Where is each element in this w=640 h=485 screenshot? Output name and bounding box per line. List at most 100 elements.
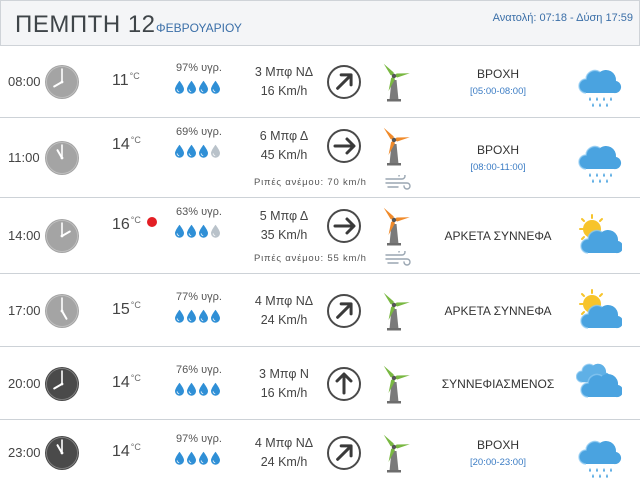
humidity-drop-icon: [199, 309, 208, 323]
temperature-value: 11: [112, 72, 129, 89]
humidity-drop-icon: [211, 224, 220, 238]
sunrise-sunset-label: Ανατολή: 07:18 - Δύση 17:59: [492, 12, 633, 24]
day-title: ΠΕΜΠΤΗ 12: [15, 11, 156, 38]
humidity-drops: [174, 382, 222, 396]
temperature-unit: °C: [130, 135, 141, 145]
month-label: ΦΕΒΡΟΥΑΡΙΟΥ: [156, 21, 242, 35]
hourly-row-1100: 11:00 14°C 69% υγρ. 6 Μπφ Δ 45 Km/h Ριπές ανέ…: [0, 118, 640, 198]
temperature-unit: °C: [130, 215, 141, 225]
condition-text: ΑΡΚΕΤΑ ΣΥΝΝΕΦΑ: [444, 229, 552, 243]
rain-icon: [576, 59, 622, 107]
humidity-drop-icon: [211, 382, 220, 396]
cloudy-icon: [575, 361, 624, 407]
wind-beaufort: 6 Μπφ Δ: [259, 129, 309, 143]
wind-turbine-icon: [376, 202, 412, 246]
humidity-drop-icon: [211, 80, 220, 94]
humidity-drop-icon: [175, 80, 184, 94]
arrow-ne-icon: [326, 435, 362, 471]
humidity-drop-icon: [199, 144, 208, 158]
temperature-unit: °C: [130, 372, 141, 383]
partly-cloudy-icon: [576, 213, 624, 259]
wind-speed: 24 Km/h: [260, 454, 308, 469]
wind-info: 4 Μπφ ΝΔ 24 Km/h: [236, 434, 332, 472]
condition-time-range[interactable]: [08:00-11:00]: [470, 162, 526, 173]
hourly-row-2000: 20:00 14°C 76% υγρ. 3 Μπφ Ν 16 Km/h ΣΥΝΝΕΦΙΑΣ…: [0, 347, 640, 420]
temperature-value: 14: [112, 442, 130, 460]
clock-icon: [44, 140, 80, 176]
humidity-text: 69% υγρ.: [176, 126, 222, 138]
humidity-drop-icon: [175, 451, 184, 465]
condition-text: ΑΡΚΕΤΑ ΣΥΝΝΕΦΑ: [444, 303, 552, 318]
hourly-row-0800: 08:00 11°C 97% υγρ. 3 Μπφ ΝΔ 16 Km/h ΒΡΟΧΗ [05…: [0, 46, 640, 118]
temperature-unit: °C: [130, 441, 141, 452]
temperature-value: 15: [112, 300, 130, 318]
wind-speed: 24 Km/h: [260, 312, 308, 327]
humidity-drop-icon: [211, 309, 220, 323]
wind-gust-text: Ριπές ανέμου: 55 km/h: [254, 253, 367, 264]
row-time: 20:00: [8, 375, 41, 391]
arrow-ne-icon: [326, 293, 362, 329]
humidity-drop-icon: [187, 382, 196, 396]
humidity-drops: [174, 451, 222, 465]
humidity-text: 76% υγρ.: [176, 363, 222, 376]
condition-time-range[interactable]: [20:00-23:00]: [470, 456, 526, 468]
humidity-text: 97% υγρ.: [176, 62, 222, 74]
wind-turbine-icon: [376, 58, 412, 102]
condition-text: ΒΡΟΧΗ: [476, 437, 519, 452]
humidity-drop-icon: [187, 451, 196, 465]
condition-text: ΒΡΟΧΗ: [476, 67, 519, 81]
arrow-ne-icon: [326, 64, 362, 100]
wind-beaufort: 3 Μπφ Ν: [259, 366, 309, 381]
humidity-text: 63% υγρ.: [176, 206, 222, 218]
forecast-day-header: ΠΕΜΠΤΗ 12 ΦΕΒΡΟΥΑΡΙΟΥ Ανατολή: 07:18 - Δ…: [0, 0, 640, 46]
wind-beaufort: 4 Μπφ ΝΔ: [254, 293, 314, 308]
wind-turbine-icon: [376, 287, 412, 331]
wind-info: 6 Μπφ Δ 45 Km/h: [236, 127, 332, 165]
wind-speed: 16 Km/h: [260, 84, 308, 98]
condition-text: ΒΡΟΧΗ: [476, 143, 519, 157]
row-temperature: 14°C: [112, 372, 141, 392]
temperature-unit: °C: [129, 71, 140, 81]
wind-beaufort: 5 Μπφ Δ: [259, 209, 309, 223]
humidity-drop-icon: [175, 382, 184, 396]
humidity-drops: [174, 224, 222, 238]
hourly-row-1400: 14:00 16°C 63% υγρ. 5 Μπφ Δ 35 Km/h Ριπές ανέ…: [0, 198, 640, 274]
temperature-value: 14: [112, 136, 130, 153]
row-temperature: 16°C: [112, 215, 141, 234]
partly-cloudy-icon: [576, 288, 624, 334]
row-time: 23:00: [8, 444, 41, 460]
row-temperature: 14°C: [112, 135, 141, 154]
humidity-drop-icon: [187, 80, 196, 94]
humidity-drop-icon: [211, 451, 220, 465]
row-time: 14:00: [8, 228, 41, 243]
wind-info: 5 Μπφ Δ 35 Km/h: [236, 207, 332, 245]
row-temperature: 11°C: [112, 71, 140, 90]
condition-text: ΣΥΝΝΕΦΙΑΣΜΕΝΟΣ: [441, 376, 555, 391]
wind-gust-icon: [385, 175, 411, 190]
arrow-e-icon: [326, 208, 362, 244]
rain-icon: [576, 430, 622, 478]
humidity-drop-icon: [187, 309, 196, 323]
rain-icon: [576, 135, 622, 183]
humidity-drop-icon: [199, 451, 208, 465]
row-temperature: 15°C: [112, 300, 141, 319]
humidity-drops: [174, 309, 222, 323]
arrow-n-icon: [326, 366, 362, 402]
humidity-drop-icon: [187, 224, 196, 238]
current-time-dot: [147, 217, 157, 227]
wind-gust-icon: [385, 251, 411, 266]
humidity-drop-icon: [187, 144, 196, 158]
humidity-drop-icon: [175, 309, 184, 323]
condition-time-range[interactable]: [05:00-08:00]: [470, 86, 526, 97]
humidity-drop-icon: [199, 382, 208, 396]
wind-turbine-icon: [376, 122, 412, 166]
wind-gust-text: Ριπές ανέμου: 70 km/h: [254, 177, 367, 188]
row-time: 08:00: [8, 74, 41, 89]
clock-icon: [44, 218, 80, 254]
temperature-value: 16: [112, 216, 130, 233]
row-temperature: 14°C: [112, 441, 141, 461]
hourly-row-2300: 23:00 14°C 97% υγρ. 4 Μπφ ΝΔ 24 Km/h ΒΡΟΧΗ [20…: [0, 420, 640, 485]
humidity-text: 97% υγρ.: [176, 432, 222, 445]
hourly-row-1700: 17:00 15°C 77% υγρ. 4 Μπφ ΝΔ 24 Km/h ΑΡΚΕΤΑ Σ…: [0, 274, 640, 347]
wind-info: 3 Μπφ Ν 16 Km/h: [236, 365, 332, 403]
